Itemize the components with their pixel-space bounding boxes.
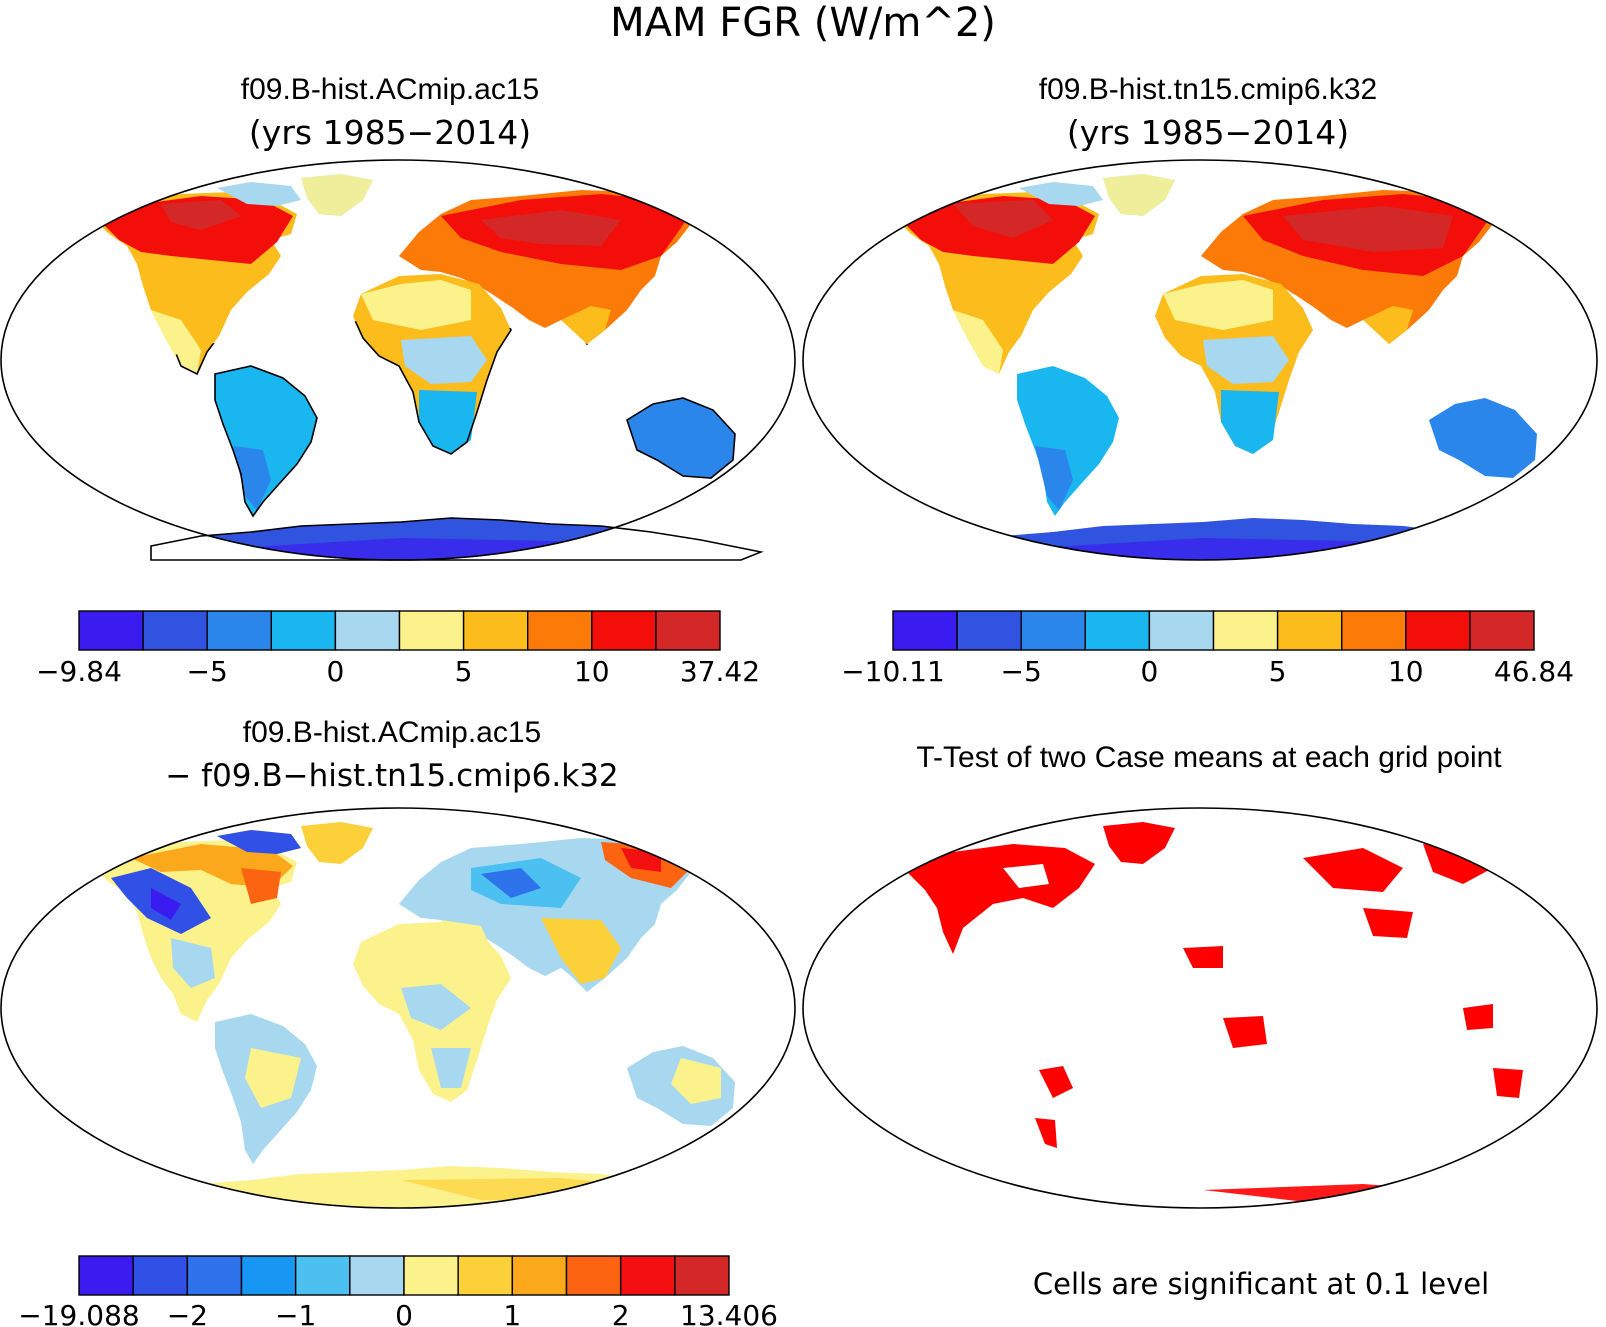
colorbar-swatch: [270, 610, 337, 651]
colorbar-swatch: [956, 610, 1022, 651]
colorbar-swatch: [655, 610, 721, 651]
colorbar-swatch: [1276, 610, 1343, 651]
panel4-title: T-Test of two Case means at each grid po…: [916, 741, 1502, 774]
colorbar-tick-label: −19.088: [18, 1299, 139, 1327]
colorbar-tick-label: −10.11: [841, 655, 945, 688]
colorbar-tick-label: −9.84: [36, 655, 122, 688]
colorbar-tick-label: −2: [167, 1299, 208, 1327]
panel3-map: [0, 807, 796, 1209]
colorbar-swatch: [457, 1255, 514, 1296]
colorbar-swatch: [1469, 610, 1535, 651]
colorbar-swatch: [334, 610, 401, 651]
colorbar-tick-label: 37.42: [680, 655, 760, 688]
colorbar-tick-label: 13.406: [680, 1299, 778, 1327]
colorbar-tick-label: 0: [326, 655, 344, 688]
colorbar-swatch: [1084, 610, 1151, 651]
colorbar-swatch: [527, 610, 593, 651]
colorbar-swatch: [591, 610, 657, 651]
colorbar-tick-label: 0: [395, 1299, 413, 1327]
colorbar-tick-label: 10: [1388, 655, 1424, 688]
colorbar-swatch: [619, 1255, 676, 1296]
panel4-footnote: Cells are significant at 0.1 level: [1033, 1267, 1489, 1301]
colorbar-swatch: [462, 610, 529, 651]
panel1-title-line1: f09.B-hist.ACmip.ac15: [241, 73, 539, 106]
colorbar-swatch: [1340, 610, 1407, 651]
colorbar-swatch: [186, 1255, 243, 1296]
colorbar-swatch: [78, 610, 144, 651]
colorbar-swatch: [294, 1255, 351, 1296]
colorbar-tick-label: 10: [574, 655, 610, 688]
panel4-map: [802, 807, 1598, 1209]
colorbar-swatch: [674, 1255, 730, 1296]
colorbar-swatch: [1020, 610, 1087, 651]
panel2-colorbar: −10.11 −5 0 5 10 46.84: [841, 610, 1574, 688]
panel2-title-line1: f09.B-hist.tn15.cmip6.k32: [1039, 73, 1378, 106]
colorbar-tick-label: 1: [503, 1299, 521, 1327]
colorbar-swatch: [206, 610, 272, 651]
colorbar-tick-label: 46.84: [1494, 655, 1574, 688]
colorbar-swatch: [142, 610, 208, 651]
panel2-map: [802, 159, 1598, 561]
panel2-title-line2: (yrs 1985−2014): [1067, 113, 1349, 152]
panel1-map: [0, 159, 796, 561]
panel1-sa: [215, 366, 317, 516]
colorbar-tick-label: −5: [1001, 655, 1042, 688]
colorbar-tick-label: −5: [187, 655, 228, 688]
colorbar-swatch: [565, 1255, 622, 1296]
panel1-na: [93, 192, 297, 374]
colorbar-swatch: [240, 1255, 297, 1296]
colorbar-swatch: [132, 1255, 189, 1296]
panel3-title-line2: − f09.B−hist.tn15.cmip6.k32: [165, 758, 618, 794]
colorbar-swatch: [1148, 610, 1215, 651]
panel1-colorbar: −9.84 −5 0 5 10 37.42: [36, 610, 760, 688]
colorbar-swatch: [349, 1255, 405, 1296]
colorbar-tick-label: 5: [455, 655, 473, 688]
main-title: MAM FGR (W/m^2): [610, 0, 996, 46]
colorbar-swatch: [1405, 610, 1471, 651]
colorbar-swatch: [511, 1255, 568, 1296]
colorbar-swatch: [403, 1255, 459, 1296]
colorbar-tick-label: 2: [612, 1299, 630, 1327]
panel1-eurasia: [399, 190, 691, 344]
panel1-title-line2: (yrs 1985−2014): [249, 113, 531, 152]
colorbar-swatch: [398, 610, 465, 651]
colorbar-swatch: [1212, 610, 1279, 651]
colorbar-tick-label: −1: [275, 1299, 316, 1327]
colorbar-tick-label: 0: [1140, 655, 1158, 688]
panel1-africa: [353, 274, 511, 454]
colorbar-swatch: [892, 610, 958, 651]
colorbar-tick-label: 5: [1269, 655, 1287, 688]
panel3-colorbar: −19.088 −2 −1 0 1 2 13.406: [18, 1255, 778, 1327]
colorbar-swatch: [78, 1255, 134, 1296]
panel3-title-line1: f09.B-hist.ACmip.ac15: [243, 716, 541, 749]
